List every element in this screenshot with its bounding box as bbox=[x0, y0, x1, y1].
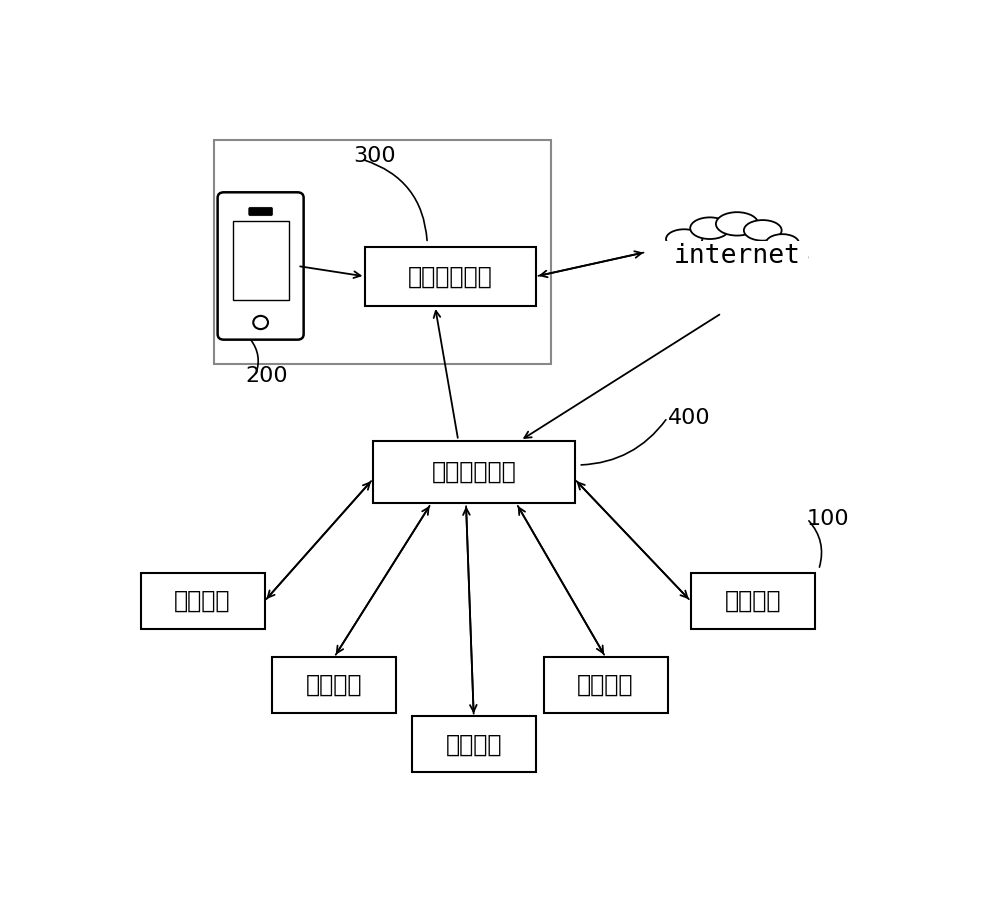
Text: 杀菌装置: 杀菌装置 bbox=[446, 732, 502, 756]
Ellipse shape bbox=[779, 249, 807, 266]
FancyBboxPatch shape bbox=[140, 573, 264, 629]
Text: 杀菌装置: 杀菌装置 bbox=[577, 673, 634, 697]
FancyBboxPatch shape bbox=[365, 247, 536, 307]
FancyBboxPatch shape bbox=[373, 441, 574, 503]
Text: 杀菌装置: 杀菌装置 bbox=[724, 590, 781, 613]
FancyBboxPatch shape bbox=[233, 221, 289, 300]
Text: 100: 100 bbox=[807, 509, 850, 529]
FancyBboxPatch shape bbox=[651, 241, 808, 274]
Ellipse shape bbox=[744, 220, 782, 240]
Text: 家庭网络中心: 家庭网络中心 bbox=[431, 460, 516, 484]
Ellipse shape bbox=[766, 234, 799, 252]
FancyBboxPatch shape bbox=[214, 141, 551, 364]
Ellipse shape bbox=[716, 212, 758, 236]
Ellipse shape bbox=[666, 229, 702, 249]
Ellipse shape bbox=[766, 234, 799, 252]
Ellipse shape bbox=[779, 249, 807, 266]
Text: 杀菌装置: 杀菌装置 bbox=[174, 590, 231, 613]
Ellipse shape bbox=[658, 246, 686, 263]
FancyBboxPatch shape bbox=[272, 657, 396, 713]
FancyBboxPatch shape bbox=[249, 208, 272, 216]
Text: 杀菌装置: 杀菌装置 bbox=[306, 673, 362, 697]
Text: 400: 400 bbox=[668, 407, 710, 427]
Ellipse shape bbox=[658, 246, 686, 263]
FancyBboxPatch shape bbox=[412, 717, 536, 773]
Text: 300: 300 bbox=[354, 146, 396, 166]
FancyBboxPatch shape bbox=[544, 657, 668, 713]
Text: 远程控制模块: 远程控制模块 bbox=[408, 265, 493, 288]
Ellipse shape bbox=[666, 229, 702, 249]
FancyBboxPatch shape bbox=[691, 573, 815, 629]
FancyBboxPatch shape bbox=[218, 192, 304, 339]
Ellipse shape bbox=[690, 218, 730, 239]
Ellipse shape bbox=[716, 212, 758, 236]
Ellipse shape bbox=[690, 218, 730, 239]
Ellipse shape bbox=[744, 220, 782, 240]
Text: internet: internet bbox=[674, 242, 801, 268]
Text: 200: 200 bbox=[245, 366, 288, 385]
